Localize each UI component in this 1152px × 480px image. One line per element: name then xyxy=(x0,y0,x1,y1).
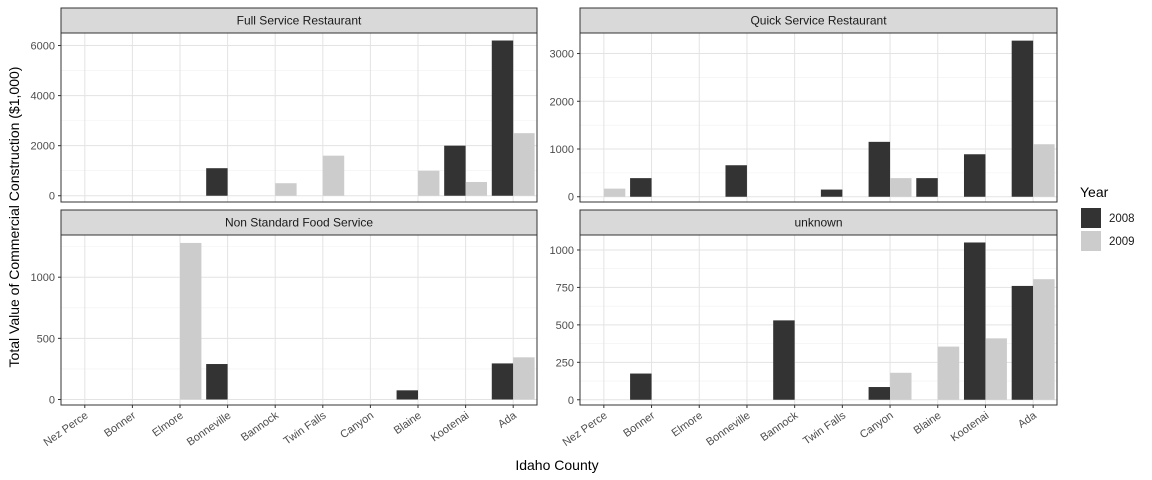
y-tick-label: 0 xyxy=(49,191,55,203)
legend-label-2009: 2009 xyxy=(1109,236,1135,248)
x-tick-label: Kootenai xyxy=(949,410,991,445)
plot-background xyxy=(61,235,537,405)
x-tick-label: Twin Falls xyxy=(282,409,329,447)
panel-strip xyxy=(60,209,538,236)
x-tick-label: Twin Falls xyxy=(801,409,848,447)
bar-canyon-2009 xyxy=(890,178,912,197)
bar-bannock-2009 xyxy=(275,183,297,196)
y-tick-label: 1000 xyxy=(550,245,574,257)
panel-title: Full Service Restaurant xyxy=(237,14,362,28)
y-tick-label: 0 xyxy=(568,192,574,204)
bar-canyon-2008 xyxy=(868,141,891,197)
bar-kootenai-2008 xyxy=(963,242,986,400)
x-tick-label: Nez Perce xyxy=(561,410,610,449)
bar-blaine-2008 xyxy=(396,390,418,400)
panel-non-standard-food-service: Non Standard Food Service 0 500 1000 Nez Per… xyxy=(31,209,538,449)
x-tick-label: Bannock xyxy=(239,409,281,444)
bar-ada-2009 xyxy=(513,357,535,400)
x-tick-label: Nez Perce xyxy=(42,410,91,449)
bar-canyon-2009 xyxy=(890,372,912,400)
panel-title: Non Standard Food Service xyxy=(225,216,373,230)
bar-ada-2009 xyxy=(1033,144,1055,197)
bar-ada-2008 xyxy=(1011,285,1034,400)
bar-ada-2008 xyxy=(491,40,514,196)
bar-twin-falls-2009 xyxy=(322,155,345,196)
bar-kootenai-2009 xyxy=(985,338,1007,400)
y-tick-label: 0 xyxy=(49,394,55,406)
x-tick-label: Ada xyxy=(496,409,520,431)
bar-bonneville-2008 xyxy=(725,165,747,197)
y-tick-label: 0 xyxy=(568,395,574,407)
bar-blaine-2008 xyxy=(916,178,938,197)
bar-blaine-2009 xyxy=(418,170,440,196)
panel-strip xyxy=(60,7,538,34)
x-tick-label: Canyon xyxy=(338,410,376,442)
panel-title: Quick Service Restaurant xyxy=(750,14,887,28)
x-axis-title: Idaho County xyxy=(515,457,598,473)
bar-bonneville-2008 xyxy=(206,364,228,400)
x-tick-label: Bonner xyxy=(621,409,657,439)
y-tick-label: 250 xyxy=(556,357,574,369)
legend: Year 2008 2009 xyxy=(1080,184,1135,251)
x-tick-label: Ada xyxy=(1016,409,1040,431)
x-tick-label: Elmore xyxy=(670,410,705,440)
y-tick-label: 4000 xyxy=(31,91,55,103)
x-tick-label: Kootenai xyxy=(429,410,471,445)
legend-key-2009 xyxy=(1081,231,1101,251)
bar-ada-2009 xyxy=(1033,279,1055,400)
panel-border xyxy=(579,32,1058,203)
bar-kootenai-2009 xyxy=(465,181,488,196)
legend-label-2008: 2008 xyxy=(1109,213,1135,225)
y-axis-title: Total Value of Commercial Construction (… xyxy=(6,67,22,368)
bar-ada-2008 xyxy=(491,363,514,400)
bar-bonner-2008 xyxy=(630,178,652,197)
panel-quick-service-restaurant: Quick Service Restaurant 0 1000 2000 3000 xyxy=(550,7,1058,204)
bar-bannock-2008 xyxy=(773,320,795,400)
panel-title: unknown xyxy=(794,216,842,230)
bar-bonneville-2008 xyxy=(206,168,228,196)
legend-title: Year xyxy=(1080,184,1109,200)
panel-border xyxy=(60,234,538,406)
x-tick-label: Bannock xyxy=(758,409,800,444)
x-tick-label: Bonneville xyxy=(185,410,233,449)
bar-kootenai-2008 xyxy=(963,154,986,197)
bar-canyon-2008 xyxy=(868,387,891,400)
bar-ada-2009 xyxy=(513,133,535,196)
panel-border xyxy=(60,32,538,203)
y-tick-label: 1000 xyxy=(550,144,574,156)
y-tick-label: 500 xyxy=(37,333,55,345)
y-tick-label: 1000 xyxy=(31,272,55,284)
bar-blaine-2009 xyxy=(937,346,960,400)
x-tick-label: Elmore xyxy=(150,410,185,440)
x-tick-label: Bonneville xyxy=(704,410,752,449)
y-tick-label: 3000 xyxy=(550,49,574,61)
bar-kootenai-2008 xyxy=(444,145,466,196)
x-tick-label: Bonner xyxy=(102,409,138,439)
bar-twin-falls-2008 xyxy=(820,189,843,197)
y-tick-label: 750 xyxy=(556,282,574,294)
y-tick-label: 6000 xyxy=(31,41,55,53)
x-tick-label: Blaine xyxy=(912,410,944,437)
bar-bonner-2008 xyxy=(630,373,652,400)
bar-ada-2008 xyxy=(1011,40,1034,197)
panel-full-service-restaurant: Full Service Restaurant 0 2000 4000 6000 xyxy=(31,7,538,203)
panel-strip xyxy=(579,7,1058,34)
y-tick-label: 500 xyxy=(556,320,574,332)
x-tick-label: Canyon xyxy=(858,410,896,442)
panel-strip xyxy=(579,209,1058,236)
panels-layer: Full Service Restaurant 0 2000 4000 6000 Quic… xyxy=(31,7,1058,449)
legend-key-2008 xyxy=(1081,208,1101,228)
x-tick-label: Blaine xyxy=(392,410,424,437)
panel-border xyxy=(579,234,1058,406)
y-tick-label: 2000 xyxy=(31,141,55,153)
panel-unknown: unknown 0 250 500 750 1000 Nez Perce Bonner Elmo… xyxy=(550,209,1058,449)
y-tick-label: 2000 xyxy=(550,96,574,108)
bar-elmore-2009 xyxy=(180,242,202,400)
bar-nez-perce-2009 xyxy=(603,188,626,197)
